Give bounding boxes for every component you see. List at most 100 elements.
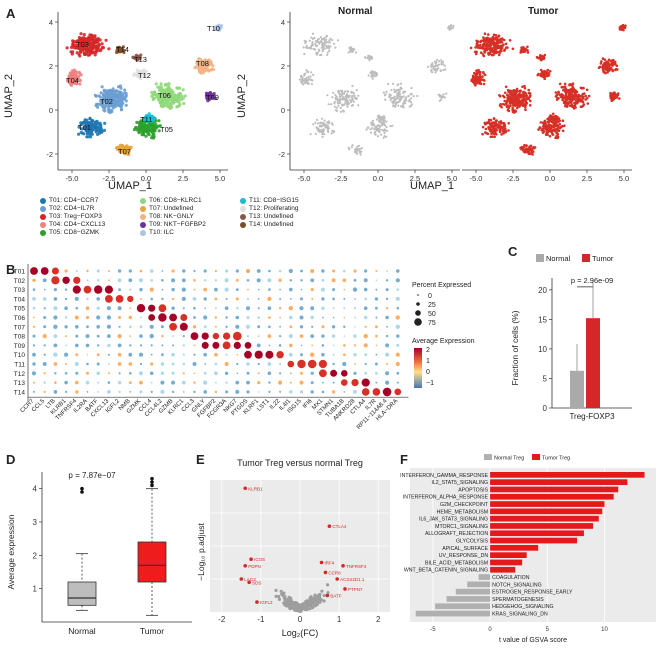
umap-normal-point xyxy=(365,128,368,131)
umap-normal-point xyxy=(440,63,443,66)
dotplot-dot xyxy=(171,380,176,385)
dotplot-row-label: T13 xyxy=(14,380,26,387)
umap-normal-point xyxy=(394,105,397,108)
dotplot-dot xyxy=(300,344,303,347)
umap-tumor-point xyxy=(552,124,555,127)
umap-point xyxy=(68,71,72,75)
dotplot-dot xyxy=(254,350,263,359)
umap-tumor-point xyxy=(509,104,512,107)
umap-normal-point xyxy=(410,97,413,100)
cluster-legend-label: T12: Proliferating xyxy=(249,205,299,212)
panel-f-bar xyxy=(446,596,491,602)
umap-tumor-point xyxy=(492,46,496,50)
umap-title-normal: Normal xyxy=(338,6,373,17)
dotplot-dot xyxy=(181,380,186,385)
umap-normal-point xyxy=(437,93,440,96)
dotplot-dot xyxy=(310,306,315,311)
dotplot-dot xyxy=(343,325,346,328)
panel-e-point xyxy=(281,593,285,597)
umap-normal-point xyxy=(409,101,413,104)
panel-f-xtick-label: 0 xyxy=(488,627,492,633)
dotplot-dot xyxy=(321,344,325,347)
umap-tumor-point xyxy=(476,76,480,79)
dotplot-dot xyxy=(343,316,346,319)
umap-normal-point xyxy=(368,59,371,62)
umap-normal-point xyxy=(317,129,320,132)
umap-ytick-label: 0 xyxy=(281,106,285,115)
umap-point xyxy=(91,119,95,123)
dotplot-dot xyxy=(43,372,46,375)
umap-normal-point xyxy=(402,92,405,95)
umap-tumor-point xyxy=(581,95,584,99)
umap-point xyxy=(74,72,78,76)
umap-xtick-label: -2.5 xyxy=(507,174,520,183)
umap-normal-point xyxy=(383,131,386,134)
umap-normal-point xyxy=(323,42,326,46)
umap-point xyxy=(175,86,179,90)
dotplot-dot xyxy=(268,390,271,393)
umap-tumor-point xyxy=(563,82,567,86)
umap-normal-point xyxy=(353,48,356,51)
umap-tumor-point xyxy=(562,95,565,98)
dotplot-dot xyxy=(332,307,335,310)
dotplot-dot xyxy=(364,353,368,357)
umap-normal-point xyxy=(376,73,379,76)
dotplot-dot xyxy=(354,298,356,300)
umap-tumor-point xyxy=(518,105,521,108)
dotplot-dot xyxy=(257,372,260,375)
dotplot-dot xyxy=(96,306,100,310)
umap-normal-point xyxy=(337,90,340,94)
dotplot-dot xyxy=(138,371,144,376)
umap-tumor-point xyxy=(530,147,534,151)
dotplot-dot xyxy=(332,344,335,347)
panel-label-e: E xyxy=(196,452,205,467)
dotplot-dot xyxy=(161,344,164,347)
umap-normal-point xyxy=(380,133,383,136)
umap-normal-point xyxy=(300,74,303,77)
umap-tumor-point xyxy=(497,53,501,57)
dotplot-dot xyxy=(375,279,378,282)
umap-xlabel-right: UMAP_1 xyxy=(410,180,455,192)
umap-tumor-point xyxy=(516,100,519,103)
umap-normal-point xyxy=(305,77,308,80)
umap-point xyxy=(152,124,156,128)
dotplot-dot xyxy=(129,344,132,347)
dotplot-dot xyxy=(128,278,133,283)
dotplot-dot xyxy=(214,352,218,357)
umap-tumor-point xyxy=(613,93,616,97)
umap-tumor-point xyxy=(476,40,480,43)
umap-xlabel: UMAP_1 xyxy=(108,180,153,192)
dotplot-dot xyxy=(30,267,38,275)
dotplot-dot xyxy=(204,363,207,365)
umap-tumor-point xyxy=(496,45,499,49)
umap-point xyxy=(123,88,127,92)
panel-e-point xyxy=(299,603,303,607)
panel-e-point xyxy=(289,601,293,605)
panel-d-outlier xyxy=(150,480,154,484)
umap-tumor-point xyxy=(493,135,496,139)
panel-e-highlight-point xyxy=(249,557,253,561)
panel-f-xtick-label: 5 xyxy=(546,627,550,633)
umap-point xyxy=(107,108,111,112)
dotplot-dot xyxy=(97,344,100,347)
umap-cluster-label: T09 xyxy=(206,93,219,102)
dotplot-dot xyxy=(395,324,400,329)
dotplot-dot xyxy=(225,325,228,328)
umap-tumor-point xyxy=(475,42,479,46)
umap-point xyxy=(111,103,115,107)
umap-tumor-point xyxy=(484,45,488,48)
dotplot-dot xyxy=(139,269,143,273)
umap-normal-point xyxy=(320,46,323,49)
umap-normal-point xyxy=(410,87,413,90)
umap-point xyxy=(96,40,100,44)
dotplot-dot xyxy=(106,315,111,320)
umap-tumor-point xyxy=(469,46,473,50)
umap-normal-point xyxy=(351,99,354,102)
umap-xtick-label: 0.0 xyxy=(373,174,383,183)
dotplot-dot xyxy=(310,315,314,320)
dotplot-dot xyxy=(332,269,336,273)
dotplot-dot xyxy=(42,278,47,283)
umap-normal-point xyxy=(305,44,308,47)
dotplot-dot xyxy=(53,352,58,357)
umap-tumor-point xyxy=(543,53,547,57)
